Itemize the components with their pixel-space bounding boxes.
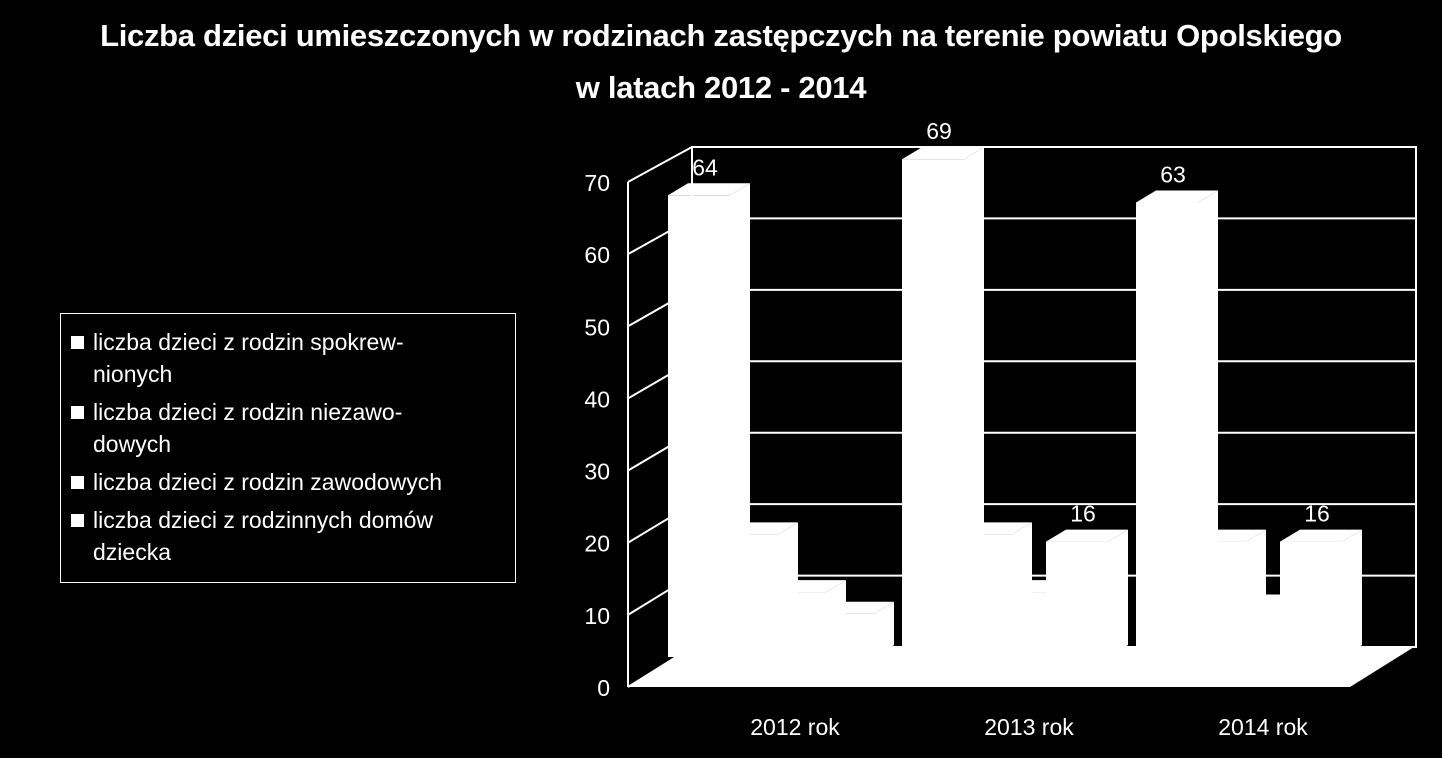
legend-entry-niezawodowych: liczba dzieci z rodzin niezawo- dowych: [71, 396, 507, 460]
bar-side: [874, 601, 894, 657]
bar: [812, 601, 894, 657]
bar-top: [764, 580, 846, 593]
legend-entry-spokrewnionych: liczba dzieci z rodzin spokrew- nionych: [71, 326, 507, 390]
x-tick-label: 2013 rok: [984, 714, 1074, 740]
legend-swatch: [71, 406, 84, 419]
bar: [1046, 529, 1128, 657]
chart-title: Liczba dzieci umieszczonych w rodzinach …: [0, 10, 1442, 114]
legend-entry-domow-dziecka: liczba dzieci z rodzinnych domów dziecka: [71, 504, 507, 568]
legend-swatch: [71, 476, 84, 489]
bar-top: [716, 522, 798, 535]
legend-label-line: liczba dzieci z rodzinnych domów: [93, 507, 434, 533]
bar-top: [902, 147, 984, 160]
chart-legend: liczba dzieci z rodzin spokrew- nionych …: [60, 313, 516, 583]
bar-top: [1046, 529, 1128, 542]
legend-swatch: [71, 336, 84, 349]
bar-top: [1280, 529, 1362, 542]
legend-swatch: [71, 514, 84, 527]
y-tick-label: 10: [584, 603, 610, 629]
y-tick-label: 30: [584, 459, 610, 485]
bar-side: [1108, 529, 1128, 657]
y-tick-label: 0: [597, 675, 610, 701]
legend-label-line: nionych: [93, 361, 173, 387]
y-tick-label: 70: [584, 170, 610, 196]
bar-front: [1046, 541, 1108, 657]
legend-entry-zawodowych: liczba dzieci z rodzin zawodowych: [71, 466, 507, 498]
bar-top: [1136, 190, 1218, 203]
gridline-side: [627, 146, 693, 183]
bar: [1280, 529, 1362, 657]
chart-title-line-1: Liczba dzieci umieszczonych w rodzinach …: [100, 18, 1342, 53]
bar-top: [812, 601, 894, 614]
data-label: 16: [1304, 501, 1330, 527]
y-tick-label: 40: [584, 386, 610, 412]
bar-front: [812, 613, 874, 657]
x-tick-label: 2014 rok: [1218, 714, 1308, 740]
y-tick-label: 60: [584, 242, 610, 268]
legend-label-line: liczba dzieci z rodzin zawodowych: [93, 469, 442, 495]
legend-label-line: dowych: [93, 431, 171, 457]
data-label: 16: [1070, 501, 1096, 527]
bar-top: [950, 522, 1032, 535]
bar-side: [1342, 529, 1362, 657]
data-label: 63: [1160, 162, 1186, 188]
data-label: 64: [692, 154, 718, 180]
bar-top: [668, 183, 750, 196]
legend-label-line: liczba dzieci z rodzin spokrew-: [93, 329, 404, 355]
y-tick-label: 50: [584, 314, 610, 340]
bar-front: [1280, 541, 1342, 657]
legend-label-line: liczba dzieci z rodzin niezawo-: [93, 399, 403, 425]
bar-top: [1184, 529, 1266, 542]
x-tick-label: 2012 rok: [750, 714, 840, 740]
y-tick-label: 20: [584, 531, 610, 557]
data-label: 69: [926, 118, 952, 144]
chart-title-line-2: w latach 2012 - 2014: [575, 70, 867, 105]
legend-label-line: dziecka: [93, 539, 171, 565]
